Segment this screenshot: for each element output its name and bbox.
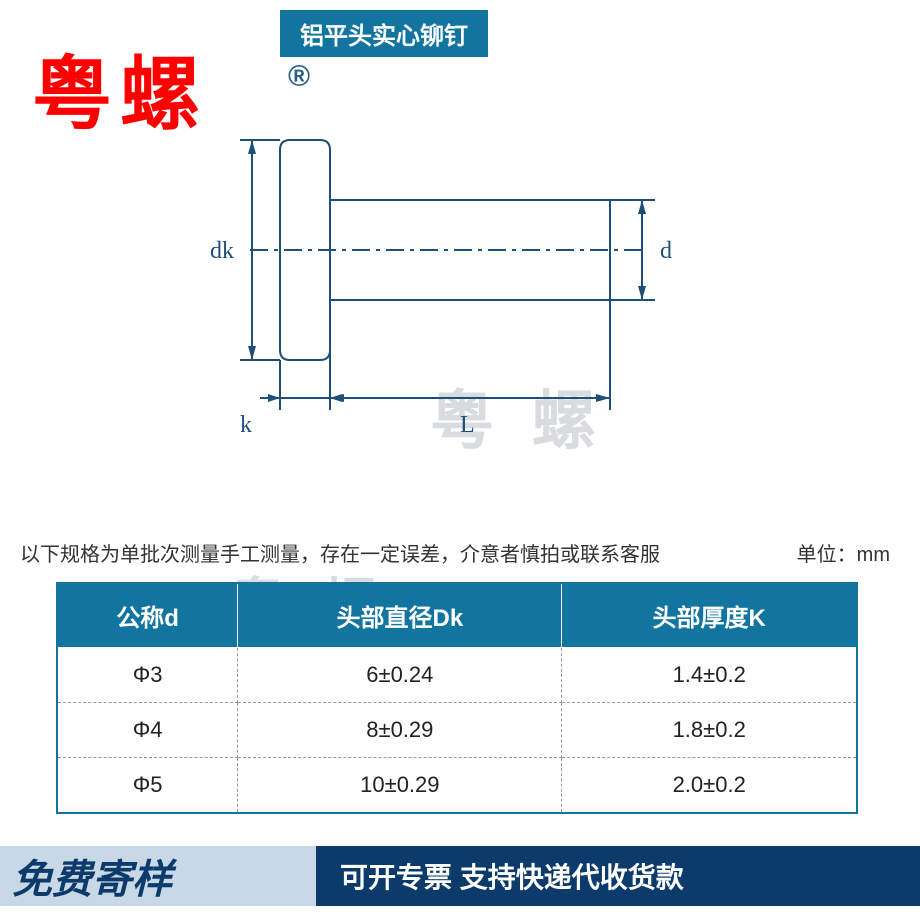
cell: 1.4±0.2 xyxy=(562,648,857,703)
title-text: 铝平头实心铆钉 xyxy=(300,16,468,51)
label-d: d xyxy=(660,238,672,264)
table-row: Φ4 8±0.29 1.8±0.2 xyxy=(57,703,857,758)
cell: 2.0±0.2 xyxy=(562,758,857,814)
cell: Φ3 xyxy=(57,648,238,703)
footer-bar: 免费寄样 可开专票 支持快递代收货款 xyxy=(0,846,920,906)
cell: Φ5 xyxy=(57,758,238,814)
unit-text: 单位：mm xyxy=(797,538,890,567)
cell: 1.8±0.2 xyxy=(562,703,857,758)
spec-table: 公称d 头部直径Dk 头部厚度K Φ3 6±0.24 1.4±0.2 Φ4 8±… xyxy=(56,582,858,814)
table-row: Φ5 10±0.29 2.0±0.2 xyxy=(57,758,857,814)
cell: Φ4 xyxy=(57,703,238,758)
table-header-row: 公称d 头部直径Dk 头部厚度K xyxy=(57,583,857,648)
col-header: 公称d xyxy=(57,583,238,648)
registered-mark: ® xyxy=(288,60,310,94)
label-L: L xyxy=(460,412,475,438)
cell: 8±0.29 xyxy=(238,703,562,758)
table-row: Φ3 6±0.24 1.4±0.2 xyxy=(57,648,857,703)
title-banner: 铝平头实心铆钉 xyxy=(280,10,488,57)
cell: 10±0.29 xyxy=(238,758,562,814)
label-dk: dk xyxy=(210,238,234,264)
rivet-diagram: dk d k L xyxy=(180,110,700,450)
col-header: 头部厚度K xyxy=(562,583,857,648)
cell: 6±0.24 xyxy=(238,648,562,703)
footer-left: 免费寄样 xyxy=(0,846,316,906)
col-header: 头部直径Dk xyxy=(238,583,562,648)
note-text: 以下规格为单批次测量手工测量，存在一定误差，介意者慎拍或联系客服 xyxy=(20,538,660,567)
label-k: k xyxy=(240,412,252,438)
footer-right: 可开专票 支持快递代收货款 xyxy=(316,846,920,906)
